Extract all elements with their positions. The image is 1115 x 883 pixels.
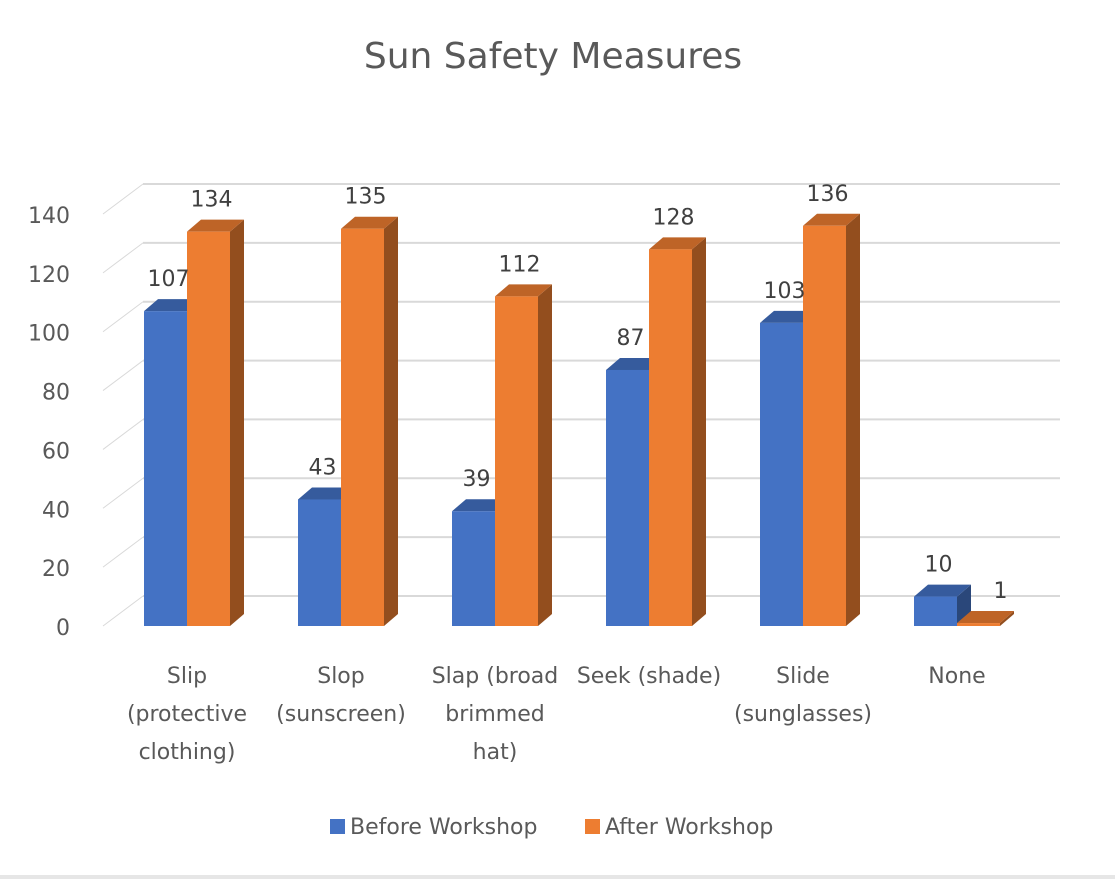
bar-front: [144, 311, 187, 626]
gridline-diagonal: [102, 477, 144, 509]
data-label: 43: [309, 455, 337, 480]
bar-side: [538, 284, 552, 626]
bar-top: [495, 284, 552, 297]
data-label: 87: [617, 326, 645, 351]
bar-top: [649, 237, 706, 250]
bottom-divider: [0, 875, 1115, 879]
y-tick-label: 40: [42, 498, 70, 523]
bar-top: [914, 584, 971, 597]
gridline-diagonal: [102, 419, 144, 450]
y-tick-label: 20: [42, 557, 70, 582]
bar-top: [606, 357, 663, 370]
bar-top: [803, 213, 860, 226]
bar-side: [1000, 611, 1014, 626]
x-tick-label: Slap (broad brimmed hat): [432, 664, 559, 765]
gridline-diagonal: [102, 183, 144, 215]
y-axis-ticks: 0 20 40 60 80 100 120 140: [28, 204, 70, 641]
bar-front: [495, 296, 538, 626]
bar-front: [187, 231, 230, 626]
bar-top: [144, 299, 201, 312]
gridlines: [102, 183, 1060, 627]
bar-after: [187, 219, 244, 626]
bar-side: [692, 237, 706, 627]
data-label: 1: [994, 579, 1008, 604]
y-tick-label: 80: [42, 381, 70, 406]
bar-after: [495, 284, 552, 626]
bar-front: [298, 499, 341, 626]
x-tick-label: Slop (sunscreen): [276, 664, 406, 727]
bar-front: [803, 225, 846, 626]
y-tick-label: 60: [42, 439, 70, 464]
y-tick-label: 120: [28, 263, 70, 288]
bar-front: [760, 322, 803, 626]
data-labels: 107 134 43 135 39 112 87 128 103 136 10 1: [148, 182, 1008, 604]
bar-top: [341, 216, 398, 229]
y-tick-label: 100: [28, 322, 70, 347]
x-tick-label: Slide (sunglasses): [734, 664, 872, 727]
legend-label: Before Workshop: [350, 815, 537, 840]
bar-front: [452, 511, 495, 626]
x-tick-label: Seek (shade): [577, 664, 721, 689]
bar-before: [914, 584, 971, 626]
x-axis-labels: Slip (protective clothing) Slop (sunscreen) S…: [127, 664, 986, 765]
y-tick-label: 140: [28, 204, 70, 229]
x-tick-label: Slip (protective clothing): [127, 664, 247, 765]
bar-front: [957, 623, 1000, 626]
bar-side: [384, 216, 398, 626]
bar-top: [187, 219, 244, 232]
gridline-diagonal: [102, 536, 144, 568]
y-tick-label: 0: [56, 616, 70, 641]
bar-top: [298, 487, 355, 500]
gridline-diagonal: [102, 242, 144, 274]
bar-after: [957, 611, 1014, 626]
bar-front: [649, 249, 692, 627]
bar-front: [341, 228, 384, 626]
legend-label: After Workshop: [605, 815, 773, 840]
data-label: 10: [925, 553, 953, 578]
gridline-diagonal: [102, 360, 144, 391]
legend-swatch: [585, 819, 600, 834]
bar-side: [230, 219, 244, 626]
x-tick-label: None: [928, 664, 985, 689]
data-label: 39: [463, 467, 491, 492]
data-label: 107: [148, 267, 190, 292]
bar-after: [341, 216, 398, 626]
gridline-diagonal: [102, 301, 144, 333]
bar-after: [803, 213, 860, 626]
data-label: 134: [191, 188, 233, 213]
legend-swatch: [330, 819, 345, 834]
data-label: 112: [499, 252, 541, 277]
bar-top: [452, 499, 509, 512]
bar-top: [957, 611, 1014, 624]
gridline-diagonal: [102, 595, 144, 627]
chart-title: Sun Safety Measures: [364, 36, 742, 77]
bar-front: [914, 596, 957, 626]
data-label: 136: [807, 182, 849, 207]
legend: Before Workshop After Workshop: [330, 815, 773, 840]
bar-front: [606, 369, 649, 626]
bar-top: [760, 310, 817, 323]
bars: [144, 213, 1014, 627]
bar-after: [649, 237, 706, 627]
bar-side: [846, 213, 860, 626]
data-label: 128: [653, 205, 695, 230]
data-label: 135: [345, 185, 387, 210]
data-label: 103: [764, 279, 806, 304]
